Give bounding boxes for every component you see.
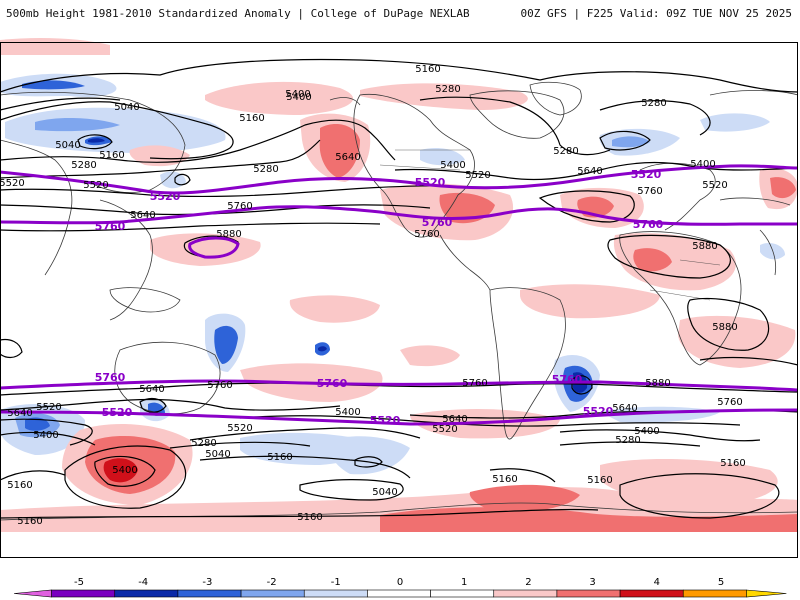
height-contour-label: 5400 — [112, 465, 137, 476]
highlight-contour-label: 5760 — [317, 377, 348, 390]
highlight-contour-label: 5520 — [631, 168, 662, 181]
height-contour-label: 5040 — [55, 140, 80, 151]
colorbar-tick-label: -4 — [138, 577, 148, 588]
height-contour-label: 5400 — [634, 426, 659, 437]
height-contour-label: 5520 — [227, 423, 252, 434]
map-title: 500mb Height 1981-2010 Standardized Anom… — [6, 7, 470, 20]
height-contour-label: 5760 — [207, 380, 232, 391]
colorbar-segment — [177, 589, 242, 598]
colorbar-segment — [114, 589, 179, 598]
highlight-contour-label: 5520 — [370, 414, 401, 427]
height-contour-label: 5160 — [7, 480, 32, 491]
highlight-contour-label: 5760 — [633, 218, 664, 231]
highlight-contour-label: 5520 — [150, 190, 181, 203]
colorbar-segment — [556, 589, 621, 598]
height-contour-label: 5880 — [216, 229, 241, 240]
height-contour-label: 5520 — [702, 180, 727, 191]
colorbar-tick-label: -1 — [331, 577, 341, 588]
height-contour-label: 5280 — [435, 84, 460, 95]
highlight-contour-label: 5520 — [415, 176, 446, 189]
colorbar-tick-label: 3 — [589, 577, 595, 588]
colorbar-tick-label: -5 — [74, 577, 84, 588]
height-contour-label: 5760 — [717, 397, 742, 408]
colorbar-high-arrow — [746, 589, 787, 598]
height-contour-label: 5160 — [720, 458, 745, 469]
highlight-contour-label: 5520 — [102, 406, 133, 419]
height-contour-label: 5520 — [465, 170, 490, 181]
colorbar-segment — [619, 589, 684, 598]
height-contour-label: 5160 — [492, 474, 517, 485]
highlight-contours — [0, 164, 799, 426]
height-contour-label: 5640 — [130, 210, 155, 221]
height-contour-label: 5280 — [191, 438, 216, 449]
height-contour-label: 5280 — [553, 146, 578, 157]
highlight-contour-label: 5520 — [583, 405, 614, 418]
colorbar-tick-label: 5 — [718, 577, 724, 588]
height-contour-label: 5760 — [414, 229, 439, 240]
height-contour-label: 5640 — [442, 414, 467, 425]
height-contour-label: 5040 — [372, 487, 397, 498]
colorbar-segment — [682, 589, 747, 598]
colorbar-tick-label: 1 — [461, 577, 467, 588]
map-panel: 5160528052805040540051605040516052805400… — [0, 37, 799, 558]
contour-labels: 5160528052805040540051605040516052805400… — [0, 64, 746, 527]
colorbar-segment — [430, 589, 495, 598]
height-contour-label: 5760 — [637, 186, 662, 197]
height-contour-label: 5040 — [114, 102, 139, 113]
colorbar-tick-label: 0 — [397, 577, 403, 588]
height-contour-label: 5280 — [71, 160, 96, 171]
colorbar-tick-label: -2 — [267, 577, 277, 588]
highlight-contour-label: 5760 — [95, 371, 126, 384]
colorbar-segment — [367, 589, 431, 598]
height-contour-label: 5400 — [335, 407, 360, 418]
height-contours — [0, 58, 799, 519]
height-contour-label: 5880 — [712, 322, 737, 333]
colorbar-tick-label: 4 — [654, 577, 660, 588]
colorbar-tick-label: 2 — [525, 577, 531, 588]
model-run-info: 00Z GFS | F225 Valid: 09Z TUE NOV 25 202… — [520, 7, 792, 20]
height-contour-label: 5160 — [587, 475, 612, 486]
height-contour-label: 5640 — [139, 384, 164, 395]
height-contour-label: 5280 — [615, 435, 640, 446]
height-contour-label: 5400 — [33, 430, 58, 441]
colorbar-segment — [51, 589, 116, 598]
colorbar-segment — [493, 589, 558, 598]
height-contour-label: 5160 — [415, 64, 440, 75]
height-contour-label: 5760 — [462, 378, 487, 389]
height-contour-label: 5520 — [0, 178, 25, 189]
height-contour-label: 5400 — [690, 159, 715, 170]
height-contour-label: 5280 — [253, 164, 278, 175]
height-contour-label: 5160 — [17, 516, 42, 527]
height-contour-label: 5880 — [645, 378, 670, 389]
highlight-contour-label: 5760 — [422, 216, 453, 229]
height-contour-label: 5520 — [36, 402, 61, 413]
height-contour-label: 5760 — [227, 201, 252, 212]
highlight-contour-label: 5760 — [552, 373, 583, 386]
height-contour-label: 5160 — [99, 150, 124, 161]
coastlines — [0, 81, 799, 521]
height-contour-label: 5640 — [577, 166, 602, 177]
colorbar: -5 -4 -3 -2 -1 0 1 2 3 4 5 — [13, 577, 787, 598]
height-contour-label: 5880 — [692, 241, 717, 252]
height-contour-label: 5160 — [239, 113, 264, 124]
height-contour-label: 5040 — [205, 449, 230, 460]
colorbar-segment — [240, 589, 305, 598]
height-contour-label: 5640 — [612, 403, 637, 414]
height-contour-label: 5640 — [335, 152, 360, 163]
height-contour-label: 5400 — [286, 92, 311, 103]
colorbar-segment — [303, 589, 368, 598]
height-contour-label: 5640 — [7, 408, 32, 419]
height-contour-label: 5280 — [641, 98, 666, 109]
colorbar-tick-label: -3 — [202, 577, 212, 588]
height-contour-label: 5160 — [267, 452, 292, 463]
height-contour-label: 5160 — [297, 512, 322, 523]
height-contour-label: 5400 — [440, 160, 465, 171]
height-contour-label: 5520 — [83, 180, 108, 191]
height-contour-label: 5520 — [432, 424, 457, 435]
height-contour-label: 5400 — [285, 89, 310, 100]
highlight-contour-label: 5760 — [95, 220, 126, 233]
